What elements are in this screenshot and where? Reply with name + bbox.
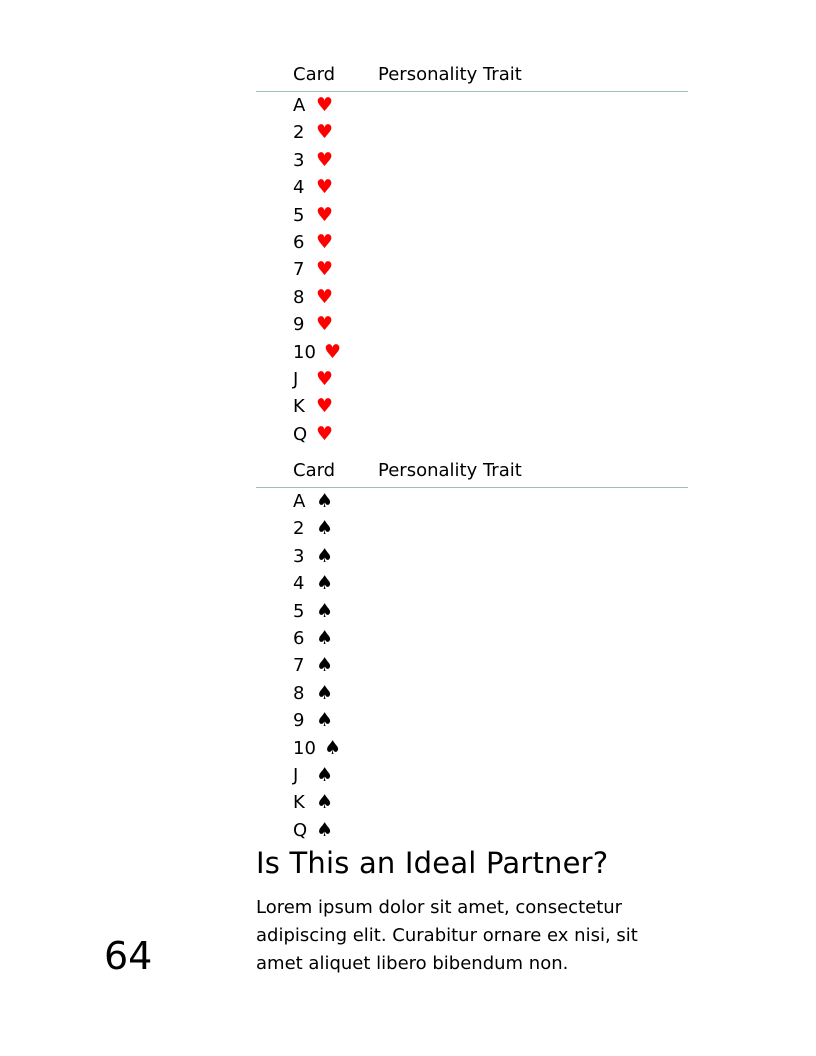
table-row: J ♥ [256,366,688,393]
table-row: A ♥ [256,92,688,119]
table-row: J ♠ [256,762,688,789]
card-rank: 4 [293,177,305,199]
hearts-table-header: Card Personality Trait [256,62,688,92]
card-rank: 10 [293,341,316,363]
spade-suit-icon: ♠ [324,736,342,759]
card-rank: 9 [293,710,305,732]
personality-trait-column-header: Personality Trait [378,460,522,481]
card-rank: A [293,491,306,512]
heart-suit-icon: ♥ [316,395,334,418]
card-rank: 2 [293,518,305,540]
heart-suit-icon: ♥ [316,230,334,253]
section-heading: Is This an Ideal Partner? [256,846,609,880]
table-row: 6 ♠ [256,625,688,652]
heart-suit-icon: ♥ [316,203,334,226]
heart-suit-icon: ♥ [316,313,334,336]
card-rank: 8 [293,286,305,308]
page-number: 64 [104,934,153,978]
heart-suit-icon: ♥ [316,148,334,171]
card-rank: 5 [293,204,305,226]
spade-suit-icon: ♠ [316,681,334,704]
heart-suit-icon: ♥ [316,258,334,281]
heart-suit-icon: ♥ [316,367,334,390]
table-row: 4 ♠ [256,570,688,597]
table-row: 3 ♠ [256,543,688,570]
card-rank: 6 [293,231,305,253]
card-rank: 7 [293,259,305,281]
card-rank: A [293,95,306,116]
card-rank: J [293,764,299,786]
heart-suit-icon: ♥ [316,285,334,308]
table-row: 7 ♥ [256,256,688,283]
card-rank: 2 [293,122,305,144]
spade-suit-icon: ♠ [316,626,334,649]
hearts-rows: A ♥ 2 ♥ 3 ♥ 4 ♥ 5 ♥ 6 ♥ 7 ♥ 8 ♥ 9 ♥ 10 ♥ J ♥ K ♥ Q ♥ [256,92,688,448]
heart-suit-icon: ♥ [316,94,334,116]
card-column-header: Card [293,460,336,481]
spade-suit-icon: ♠ [316,490,334,512]
table-row: 3 ♥ [256,147,688,174]
table-row: A ♠ [256,488,688,515]
spade-suit-icon: ♠ [316,763,334,786]
spade-suit-icon: ♠ [316,599,334,622]
card-column-header: Card [293,64,336,85]
table-row: 8 ♥ [256,284,688,311]
heart-suit-icon: ♥ [316,176,334,199]
table-row: Q ♠ [256,817,688,844]
table-row: Q ♥ [256,421,688,448]
body-paragraph: Lorem ipsum dolor sit amet, consectetur … [256,897,638,974]
card-rank: Q [293,819,308,841]
card-rank: 8 [293,682,305,704]
table-row: 10 ♥ [256,339,688,366]
table-row: 5 ♠ [256,598,688,625]
card-rank: J [293,368,299,390]
table-row: 10 ♠ [256,735,688,762]
heart-suit-icon: ♥ [324,340,342,363]
card-rank: 6 [293,627,305,649]
card-rank: 5 [293,600,305,622]
spade-suit-icon: ♠ [316,791,334,814]
spade-suit-icon: ♠ [316,544,334,567]
table-row: 9 ♠ [256,707,688,734]
table-row: K ♥ [256,393,688,420]
card-rank: 4 [293,573,305,595]
spade-suit-icon: ♠ [316,709,334,732]
card-rank: 3 [293,545,305,567]
spade-suit-icon: ♠ [316,654,334,677]
spade-suit-icon: ♠ [316,572,334,595]
spades-rows: A ♠ 2 ♠ 3 ♠ 4 ♠ 5 ♠ 6 ♠ 7 ♠ 8 ♠ 9 ♠ 10 ♠ J ♠ K ♠ Q ♠ [256,488,688,844]
table-row: 2 ♥ [256,119,688,146]
table-row: 5 ♥ [256,202,688,229]
card-rank: 7 [293,655,305,677]
table-row: 2 ♠ [256,515,688,542]
spades-table-header: Card Personality Trait [256,458,688,488]
hearts-card-table: Card Personality Trait A ♥ 2 ♥ 3 ♥ 4 ♥ 5 ♥ 6 ♥ 7 ♥ 8 ♥ 9… [256,62,688,448]
card-rank: Q [293,423,308,445]
card-rank: K [293,792,305,814]
table-row: 4 ♥ [256,174,688,201]
heart-suit-icon: ♥ [316,121,334,144]
card-rank: K [293,396,305,418]
spade-suit-icon: ♠ [316,517,334,540]
table-row: 9 ♥ [256,311,688,338]
table-row: 7 ♠ [256,652,688,679]
table-row: 8 ♠ [256,680,688,707]
card-rank: 3 [293,149,305,171]
card-rank: 10 [293,737,316,759]
table-row: 6 ♥ [256,229,688,256]
card-rank: 9 [293,314,305,336]
table-row: K ♠ [256,789,688,816]
spade-suit-icon: ♠ [316,818,334,841]
heart-suit-icon: ♥ [316,422,334,445]
personality-trait-column-header: Personality Trait [378,64,522,85]
spades-card-table: Card Personality Trait A ♠ 2 ♠ 3 ♠ 4 ♠ 5 ♠ 6 ♠ 7 ♠ 8 ♠ 9… [256,458,688,844]
